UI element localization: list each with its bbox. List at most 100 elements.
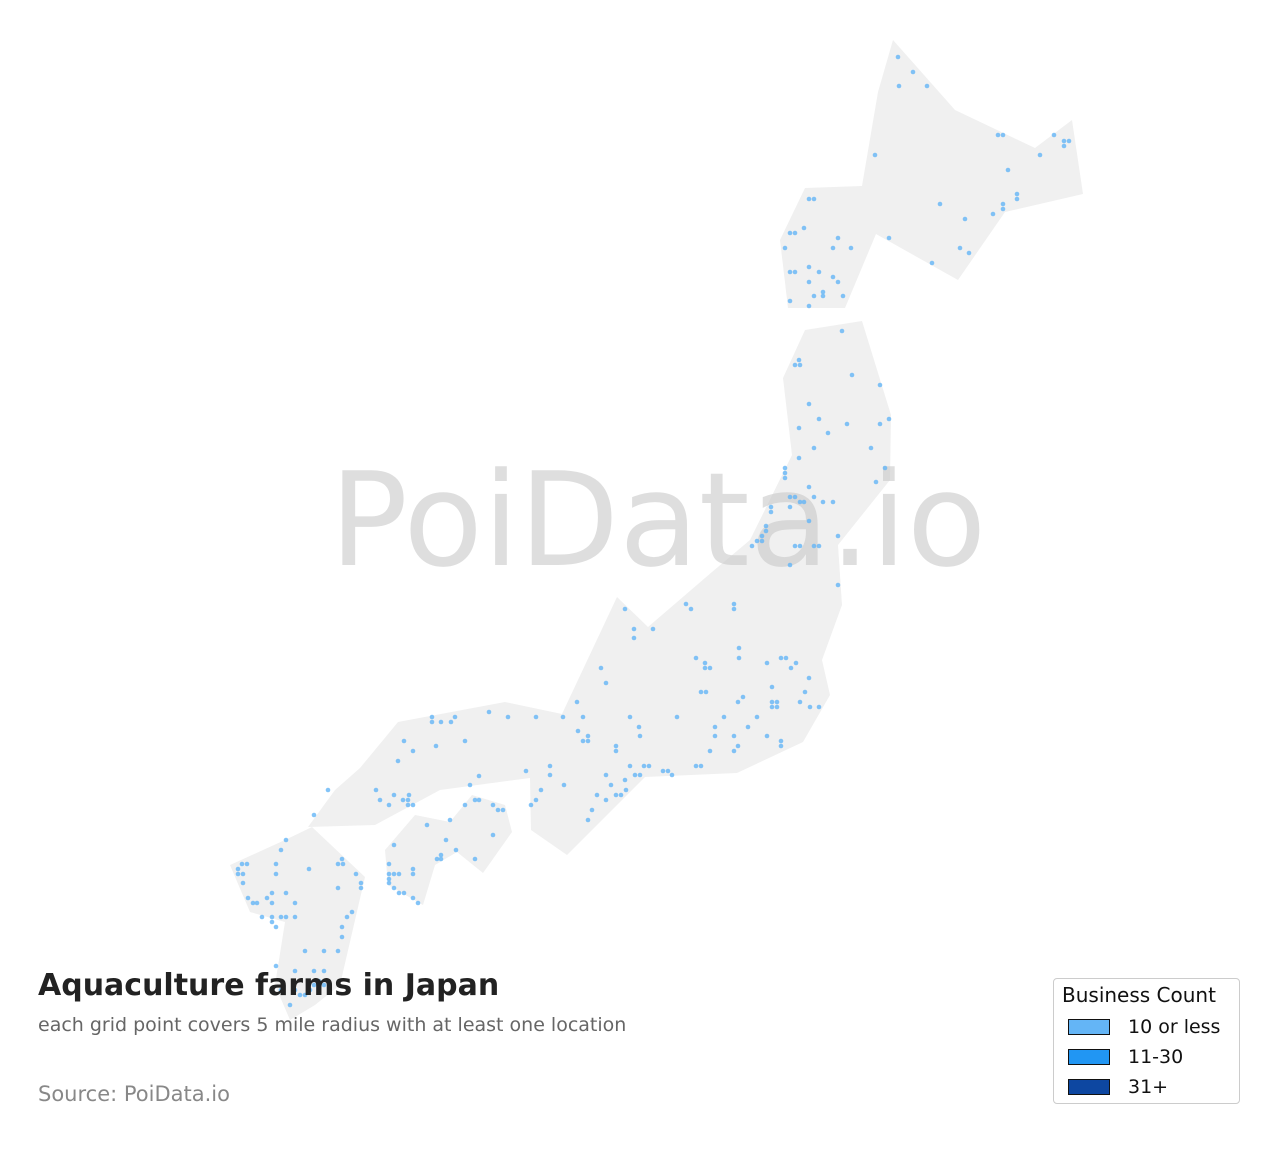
grid-point — [731, 606, 737, 612]
grid-point — [768, 504, 774, 510]
grid-point — [472, 797, 478, 803]
grid-point — [702, 665, 708, 671]
grid-point — [796, 455, 802, 461]
grid-point — [1005, 167, 1011, 173]
grid-point — [693, 655, 699, 661]
grid-point — [495, 807, 501, 813]
grid-point — [769, 704, 775, 710]
grid-point — [325, 787, 331, 793]
grid-point — [302, 948, 308, 954]
grid-point — [801, 499, 807, 505]
grid-point — [386, 861, 392, 867]
grid-point — [273, 871, 279, 877]
legend-label: 31+ — [1128, 1076, 1169, 1098]
grid-point — [896, 83, 902, 89]
grid-point — [637, 772, 643, 778]
grid-point — [806, 303, 812, 309]
grid-point — [622, 606, 628, 612]
grid-point — [505, 714, 511, 720]
grid-point — [335, 948, 341, 954]
grid-point — [631, 635, 637, 641]
grid-point — [353, 871, 359, 877]
grid-point — [792, 269, 798, 275]
grid-point — [486, 709, 492, 715]
grid-point — [792, 494, 798, 500]
grid-point — [792, 362, 798, 368]
grid-point — [806, 401, 812, 407]
grid-point — [585, 733, 591, 739]
grid-point — [769, 684, 775, 690]
grid-point — [273, 861, 279, 867]
grid-point — [1014, 191, 1020, 197]
grid-point — [287, 1002, 293, 1008]
grid-point — [269, 919, 275, 925]
grid-point — [316, 978, 322, 984]
grid-point — [528, 802, 534, 808]
grid-point — [533, 797, 539, 803]
grid-point — [754, 714, 760, 720]
grid-point — [306, 866, 312, 872]
region-hokkaido — [780, 40, 1083, 308]
grid-point — [962, 216, 968, 222]
grid-point — [533, 714, 539, 720]
legend-swatch — [1068, 1019, 1110, 1035]
grid-point — [406, 792, 412, 798]
grid-point — [344, 914, 350, 920]
grid-point — [825, 430, 831, 436]
grid-point — [321, 982, 327, 988]
grid-point — [349, 909, 355, 915]
grid-point — [292, 914, 298, 920]
grid-point — [764, 733, 770, 739]
grid-point — [886, 235, 892, 241]
grid-point — [820, 289, 826, 295]
grid-point — [391, 842, 397, 848]
grid-point — [759, 538, 765, 544]
grid-point — [820, 293, 826, 299]
grid-point — [698, 689, 704, 695]
legend-swatch — [1068, 1049, 1110, 1065]
grid-point — [307, 987, 313, 993]
legend-label: 10 or less — [1128, 1016, 1221, 1038]
grid-point — [401, 738, 407, 744]
grid-point — [401, 890, 407, 896]
grid-point — [797, 699, 803, 705]
grid-point — [816, 543, 822, 549]
grid-point — [438, 856, 444, 862]
grid-point — [391, 792, 397, 798]
grid-point — [736, 645, 742, 651]
grid-point — [731, 733, 737, 739]
grid-point — [1000, 206, 1006, 212]
grid-point — [1000, 201, 1006, 207]
grid-point — [297, 992, 303, 998]
grid-point — [877, 421, 883, 427]
grid-point — [787, 230, 793, 236]
grid-point — [707, 748, 713, 754]
grid-point — [712, 733, 718, 739]
legend-label: 11-30 — [1128, 1046, 1184, 1068]
map-subtitle: each grid point covers 5 mile radius wit… — [38, 1014, 627, 1036]
grid-point — [787, 504, 793, 510]
grid-point — [273, 924, 279, 930]
land-regions — [230, 40, 1083, 1020]
grid-point — [806, 518, 812, 524]
grid-point — [778, 738, 784, 744]
grid-point — [895, 54, 901, 60]
grid-point — [740, 694, 746, 700]
grid-point — [660, 768, 666, 774]
grid-point — [937, 201, 943, 207]
grid-point — [311, 982, 317, 988]
grid-point — [811, 293, 817, 299]
grid-point — [783, 655, 789, 661]
grid-point — [438, 852, 444, 858]
grid-point — [703, 689, 709, 695]
grid-point — [321, 948, 327, 954]
grid-point — [589, 807, 595, 813]
grid-point — [820, 499, 826, 505]
grid-point — [523, 768, 529, 774]
grid-point — [806, 279, 812, 285]
grid-point — [424, 822, 430, 828]
grid-point — [500, 807, 506, 813]
grid-point — [235, 866, 241, 872]
grid-point — [627, 763, 633, 769]
grid-point — [391, 885, 397, 891]
